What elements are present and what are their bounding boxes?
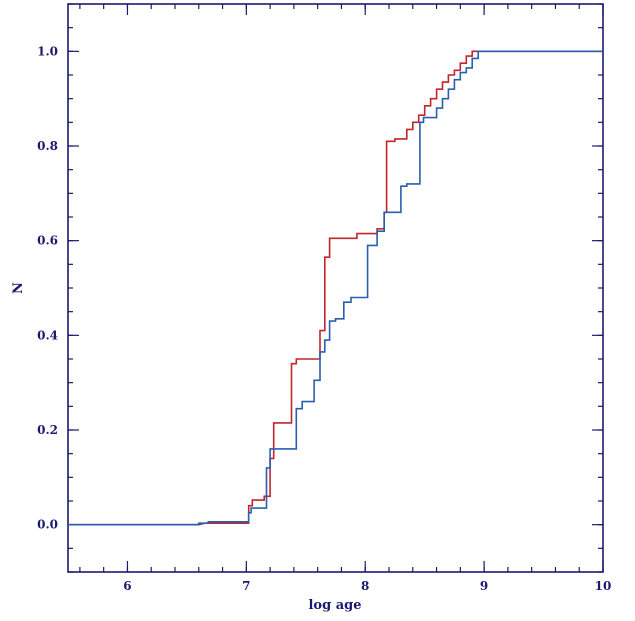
y-tick-label: 0.6	[37, 234, 58, 248]
x-tick-label: 6	[123, 579, 131, 593]
x-tick-labels: 6 7 8 9 10	[123, 579, 611, 593]
x-tick-label: 7	[242, 579, 250, 593]
y-tick-label: 0.2	[37, 423, 58, 437]
y-tick-labels: 0.0 0.2 0.4 0.6 0.8 1.0	[37, 44, 58, 531]
y-tick-label: 0.4	[37, 328, 58, 342]
series-group	[68, 50, 603, 526]
series-line-2	[68, 50, 603, 526]
y-axis-label: N	[11, 282, 26, 294]
x-axis-label: log age	[308, 598, 361, 613]
x-tick-label: 10	[595, 579, 612, 593]
y-tick-label: 1.0	[37, 44, 58, 58]
axis-ticks	[68, 3, 604, 573]
y-tick-label: 0.0	[37, 518, 58, 532]
x-tick-label: 8	[361, 579, 369, 593]
series-line-1	[68, 50, 603, 526]
plot-frame	[67, 3, 604, 573]
y-tick-label: 0.8	[37, 139, 58, 153]
x-tick-label: 9	[480, 579, 488, 593]
